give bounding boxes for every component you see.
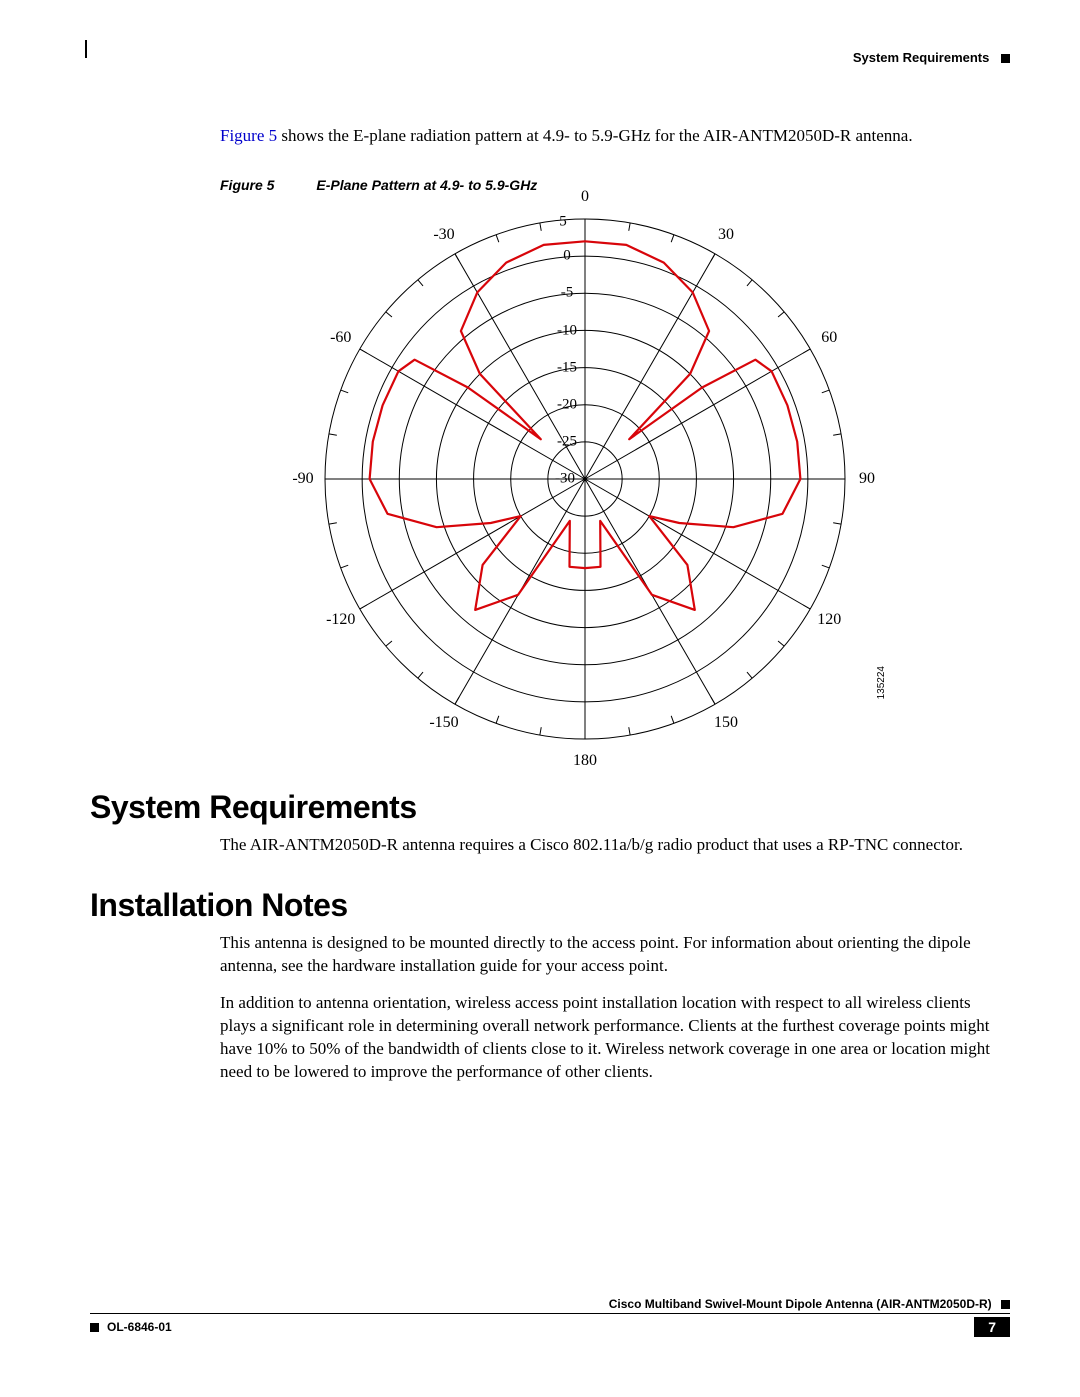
body: Figure 5 shows the E-plane radiation pat… xyxy=(90,125,1010,1084)
image-id-label: 135224 xyxy=(876,666,887,699)
installation-notes-paragraph-2: In addition to antenna orientation, wire… xyxy=(220,992,1000,1084)
polar-chart-svg xyxy=(305,199,865,759)
footer-square-icon xyxy=(90,1323,99,1332)
figure-caption-label: Figure 5 xyxy=(220,177,274,193)
footer-doc-title: Cisco Multiband Swivel-Mount Dipole Ante… xyxy=(90,1297,1010,1311)
running-header: System Requirements xyxy=(853,50,1010,65)
installation-notes-heading: Installation Notes xyxy=(90,887,1010,924)
figure-caption: Figure 5 E-Plane Pattern at 4.9- to 5.9-… xyxy=(220,177,1010,193)
installation-notes-paragraph-1: This antenna is designed to be mounted d… xyxy=(220,932,1000,978)
footer-square-icon xyxy=(1001,1300,1010,1309)
system-requirements-paragraph: The AIR-ANTM2050D-R antenna requires a C… xyxy=(220,834,1000,857)
footer-left: OL-6846-01 xyxy=(90,1320,172,1334)
crop-mark xyxy=(85,40,87,58)
figure-reference-link[interactable]: Figure 5 xyxy=(220,126,277,145)
footer-rule xyxy=(90,1313,1010,1314)
polar-chart: 0306090120150180-150-120-90-60-3050-5-10… xyxy=(305,199,865,759)
footer-doc-number: OL-6846-01 xyxy=(107,1320,172,1334)
page-footer: Cisco Multiband Swivel-Mount Dipole Ante… xyxy=(90,1297,1010,1337)
page-number: 7 xyxy=(974,1317,1010,1337)
page: System Requirements Figure 5 shows the E… xyxy=(0,0,1080,1397)
header-square-icon xyxy=(1001,54,1010,63)
header-section-label: System Requirements xyxy=(853,50,990,65)
footer-row: OL-6846-01 7 xyxy=(90,1317,1010,1337)
intro-text: shows the E-plane radiation pattern at 4… xyxy=(277,126,912,145)
intro-paragraph: Figure 5 shows the E-plane radiation pat… xyxy=(220,125,1000,147)
system-requirements-heading: System Requirements xyxy=(90,789,1010,826)
figure-caption-title: E-Plane Pattern at 4.9- to 5.9-GHz xyxy=(316,177,537,193)
